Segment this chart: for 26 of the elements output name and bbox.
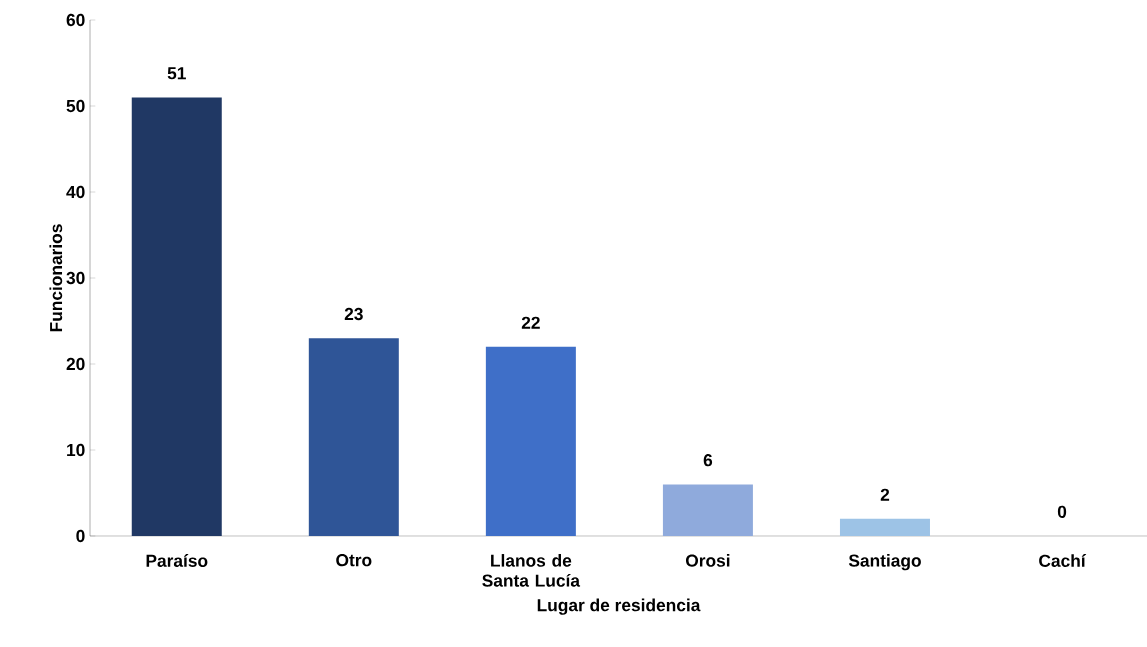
- x-tick-label: Paraíso: [146, 554, 208, 567]
- bar: [839, 518, 930, 536]
- bar: [662, 484, 753, 536]
- x-tick-label: Santiago: [848, 554, 921, 571]
- y-tick-label: 0: [76, 529, 85, 543]
- bar: [131, 97, 222, 536]
- x-tick-label: Otro: [336, 554, 372, 567]
- bar: [308, 338, 399, 536]
- x-tick-label: Cachí: [1039, 554, 1087, 567]
- y-tick-label: 50: [66, 99, 85, 113]
- y-tick-label: 60: [66, 13, 85, 27]
- y-tick-label: 40: [66, 185, 85, 199]
- data-label: 22: [521, 316, 540, 329]
- data-label: 51: [167, 67, 186, 80]
- x-axis-title: Lugar de residencia: [537, 598, 701, 615]
- x-tick-label: Llanos de Santa Lucía: [482, 554, 581, 587]
- y-tick-label: 10: [67, 443, 85, 457]
- data-label: 6: [703, 454, 713, 467]
- y-axis-title: Funcionarios: [49, 224, 63, 332]
- bar: [485, 346, 576, 536]
- data-label: 2: [880, 488, 890, 501]
- x-tick-label: Orosi: [685, 554, 730, 567]
- y-tick-label: 30: [66, 271, 85, 285]
- data-label: 23: [344, 307, 363, 321]
- data-label: 0: [1057, 505, 1067, 518]
- y-tick-label: 20: [66, 357, 85, 371]
